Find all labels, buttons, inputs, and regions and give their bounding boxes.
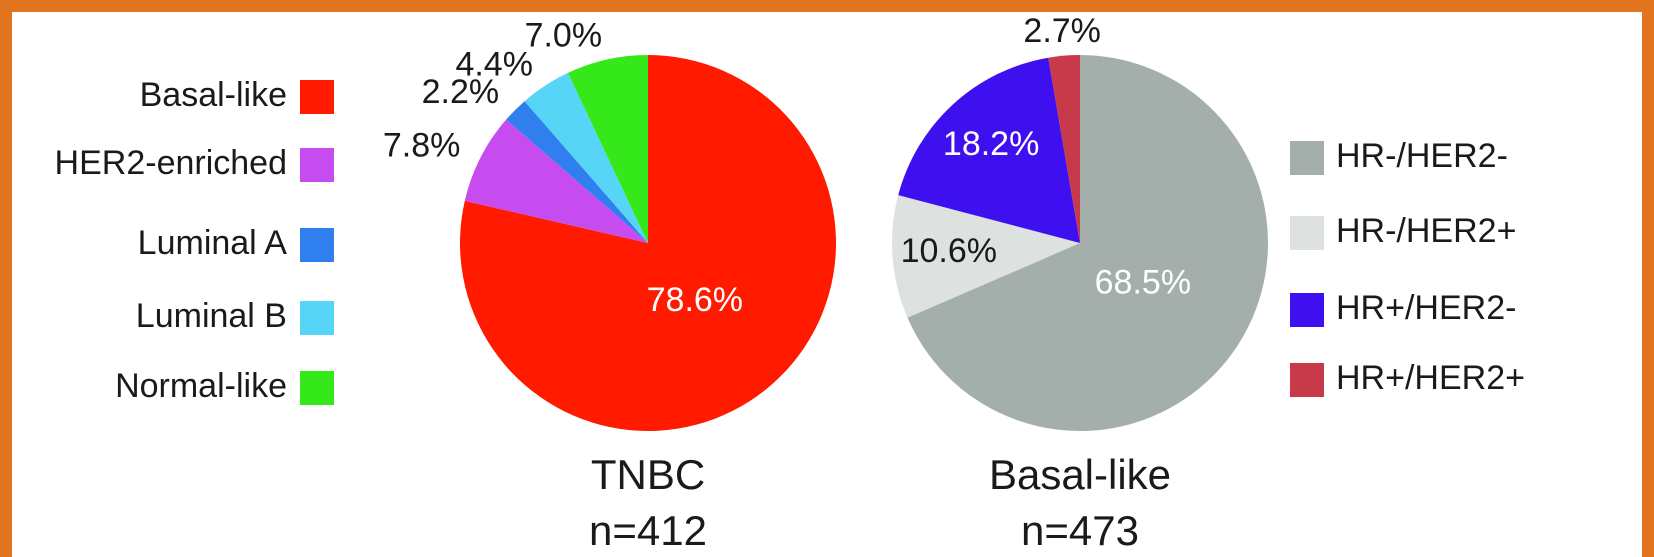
value-label: 18.2% bbox=[943, 125, 1039, 163]
legend-swatch bbox=[300, 228, 334, 262]
value-label: 10.6% bbox=[901, 232, 997, 270]
pie-slice bbox=[567, 55, 648, 243]
legend-swatch bbox=[1290, 293, 1324, 327]
legend-label: Luminal A bbox=[138, 224, 288, 262]
value-label: 2.7% bbox=[1023, 12, 1101, 50]
pie-slice bbox=[1048, 55, 1080, 243]
value-label: 7.0% bbox=[525, 16, 603, 54]
pie-slice bbox=[464, 119, 648, 243]
value-label: 68.5% bbox=[1095, 263, 1191, 301]
chart-title: TNBC bbox=[591, 451, 705, 498]
pie-slice bbox=[907, 55, 1269, 432]
pie-slice bbox=[506, 101, 648, 243]
legend-label: Normal-like bbox=[115, 367, 287, 405]
legend-label: HR-/HER2- bbox=[1336, 137, 1508, 175]
pie-slice bbox=[459, 55, 836, 432]
value-label: 2.2% bbox=[422, 73, 500, 111]
chart-title: Basal-like bbox=[989, 451, 1171, 498]
legend-label: Basal-like bbox=[140, 76, 287, 114]
chart-subtitle: n=473 bbox=[1021, 507, 1139, 554]
legend-swatch bbox=[300, 148, 334, 182]
legend-label: Luminal B bbox=[136, 297, 287, 335]
legend-swatch bbox=[300, 371, 334, 405]
legend-label: HR+/HER2- bbox=[1336, 289, 1516, 327]
legend-swatch bbox=[1290, 141, 1324, 175]
legend-swatch bbox=[300, 80, 334, 114]
chart-subtitle: n=412 bbox=[589, 507, 707, 554]
pie-slice bbox=[898, 57, 1080, 243]
legend-label: HR-/HER2+ bbox=[1336, 212, 1516, 250]
legend-label: HR+/HER2+ bbox=[1336, 359, 1525, 397]
pie-slice bbox=[524, 72, 648, 243]
value-label: 7.8% bbox=[383, 126, 461, 164]
value-label: 78.6% bbox=[647, 281, 743, 319]
value-label: 4.4% bbox=[455, 46, 533, 84]
legend-swatch bbox=[300, 301, 334, 335]
pie-slice bbox=[891, 195, 1080, 318]
legend-swatch bbox=[1290, 363, 1324, 397]
legend-label: HER2-enriched bbox=[55, 144, 287, 182]
legend-swatch bbox=[1290, 216, 1324, 250]
